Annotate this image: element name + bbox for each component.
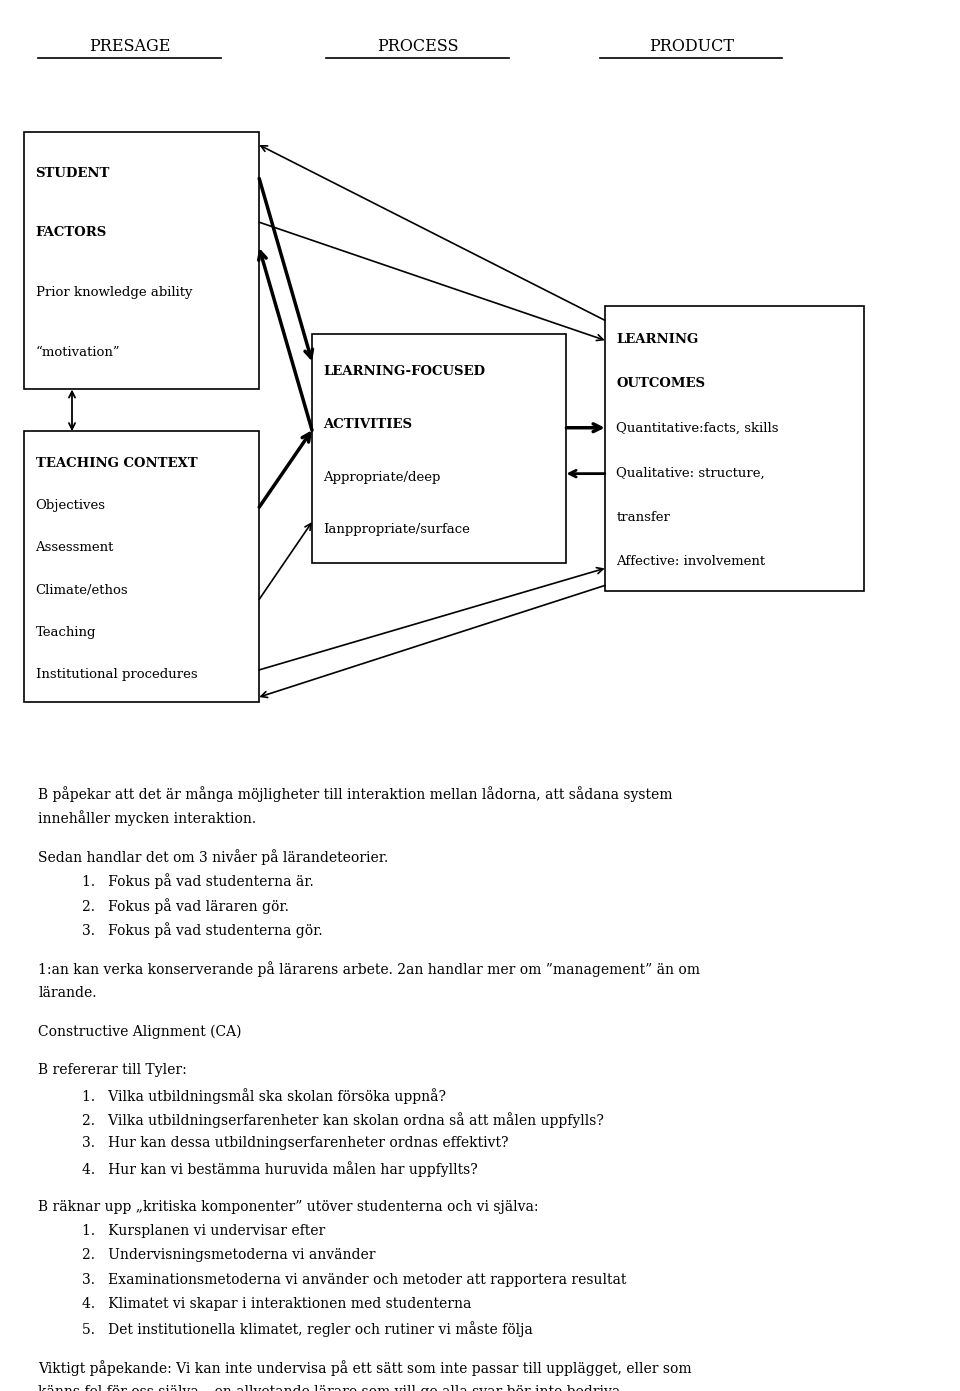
Bar xyxy=(24,132,259,389)
Text: 1.   Vilka utbildningsmål ska skolan försöka uppnå?: 1. Vilka utbildningsmål ska skolan försö… xyxy=(82,1088,445,1103)
Text: Ianppropriate/surface: Ianppropriate/surface xyxy=(324,523,470,537)
Text: Sedan handlar det om 3 nivåer på lärandeteorier.: Sedan handlar det om 3 nivåer på lärande… xyxy=(38,849,389,865)
Text: 2.   Fokus på vad läraren gör.: 2. Fokus på vad läraren gör. xyxy=(82,899,288,914)
Bar xyxy=(24,431,259,702)
Bar xyxy=(312,334,566,563)
Text: Appropriate/deep: Appropriate/deep xyxy=(324,470,441,484)
Text: 3.   Hur kan dessa utbildningserfarenheter ordnas effektivt?: 3. Hur kan dessa utbildningserfarenheter… xyxy=(82,1136,508,1150)
Text: PROCESS: PROCESS xyxy=(377,38,458,54)
Text: LEARNING-FOCUSED: LEARNING-FOCUSED xyxy=(324,364,486,378)
Text: Affective: involvement: Affective: involvement xyxy=(616,555,765,569)
Text: B räknar upp „kritiska komponenter” utöver studenterna och vi själva:: B räknar upp „kritiska komponenter” utöv… xyxy=(38,1200,539,1214)
Text: PRESAGE: PRESAGE xyxy=(89,38,170,54)
Text: ACTIVITIES: ACTIVITIES xyxy=(324,417,413,431)
Text: TEACHING CONTEXT: TEACHING CONTEXT xyxy=(36,456,197,470)
Text: 1.   Fokus på vad studenterna är.: 1. Fokus på vad studenterna är. xyxy=(82,874,313,889)
Text: 2.   Vilka utbildningserfarenheter kan skolan ordna så att målen uppfylls?: 2. Vilka utbildningserfarenheter kan sko… xyxy=(82,1113,604,1128)
Text: OUTCOMES: OUTCOMES xyxy=(616,377,706,391)
Text: Climate/ethos: Climate/ethos xyxy=(36,583,128,597)
Text: Viktigt påpekande: Vi kan inte undervisa på ett sätt som inte passar till uppläg: Viktigt påpekande: Vi kan inte undervisa… xyxy=(38,1360,692,1376)
Text: 4.   Hur kan vi bestämma huruvida målen har uppfyllts?: 4. Hur kan vi bestämma huruvida målen ha… xyxy=(82,1161,477,1177)
Text: “motivation”: “motivation” xyxy=(36,346,120,359)
Text: Constructive Alignment (CA): Constructive Alignment (CA) xyxy=(38,1025,242,1039)
Text: lärande.: lärande. xyxy=(38,986,97,1000)
Text: 3.   Fokus på vad studenterna gör.: 3. Fokus på vad studenterna gör. xyxy=(82,922,323,938)
Text: FACTORS: FACTORS xyxy=(36,227,107,239)
Text: Assessment: Assessment xyxy=(36,541,114,555)
Bar xyxy=(605,306,864,591)
Text: Quantitative:facts, skills: Quantitative:facts, skills xyxy=(616,421,779,435)
Text: 1:an kan verka konserverande på lärarens arbete. 2an handlar mer om ”management”: 1:an kan verka konserverande på lärarens… xyxy=(38,961,701,976)
Text: 4.   Klimatet vi skapar i interaktionen med studenterna: 4. Klimatet vi skapar i interaktionen me… xyxy=(82,1298,471,1312)
Text: B refererar till Tyler:: B refererar till Tyler: xyxy=(38,1064,187,1078)
Text: transfer: transfer xyxy=(616,510,670,524)
Text: 5.   Det institutionella klimatet, regler och rutiner vi måste följa: 5. Det institutionella klimatet, regler … xyxy=(82,1321,533,1337)
Text: Qualitative: structure,: Qualitative: structure, xyxy=(616,466,765,480)
Text: B påpekar att det är många möjligheter till interaktion mellan lådorna, att såda: B påpekar att det är många möjligheter t… xyxy=(38,786,673,801)
Text: innehåller mycken interaktion.: innehåller mycken interaktion. xyxy=(38,810,256,826)
Text: känns fel för oss själva – en allvetande lärare som vill ge alla svar bör inte b: känns fel för oss själva – en allvetande… xyxy=(38,1385,621,1391)
Text: STUDENT: STUDENT xyxy=(36,167,109,179)
Text: Prior knowledge ability: Prior knowledge ability xyxy=(36,287,192,299)
Text: PRODUCT: PRODUCT xyxy=(649,38,733,54)
Text: 1.   Kursplanen vi undervisar efter: 1. Kursplanen vi undervisar efter xyxy=(82,1224,324,1238)
Text: LEARNING: LEARNING xyxy=(616,332,699,346)
Text: Institutional procedures: Institutional procedures xyxy=(36,668,197,682)
Text: Objectives: Objectives xyxy=(36,499,106,512)
Text: Teaching: Teaching xyxy=(36,626,96,638)
Text: 2.   Undervisningsmetoderna vi använder: 2. Undervisningsmetoderna vi använder xyxy=(82,1249,375,1263)
Text: 3.   Examinationsmetoderna vi använder och metoder att rapportera resultat: 3. Examinationsmetoderna vi använder och… xyxy=(82,1273,626,1287)
